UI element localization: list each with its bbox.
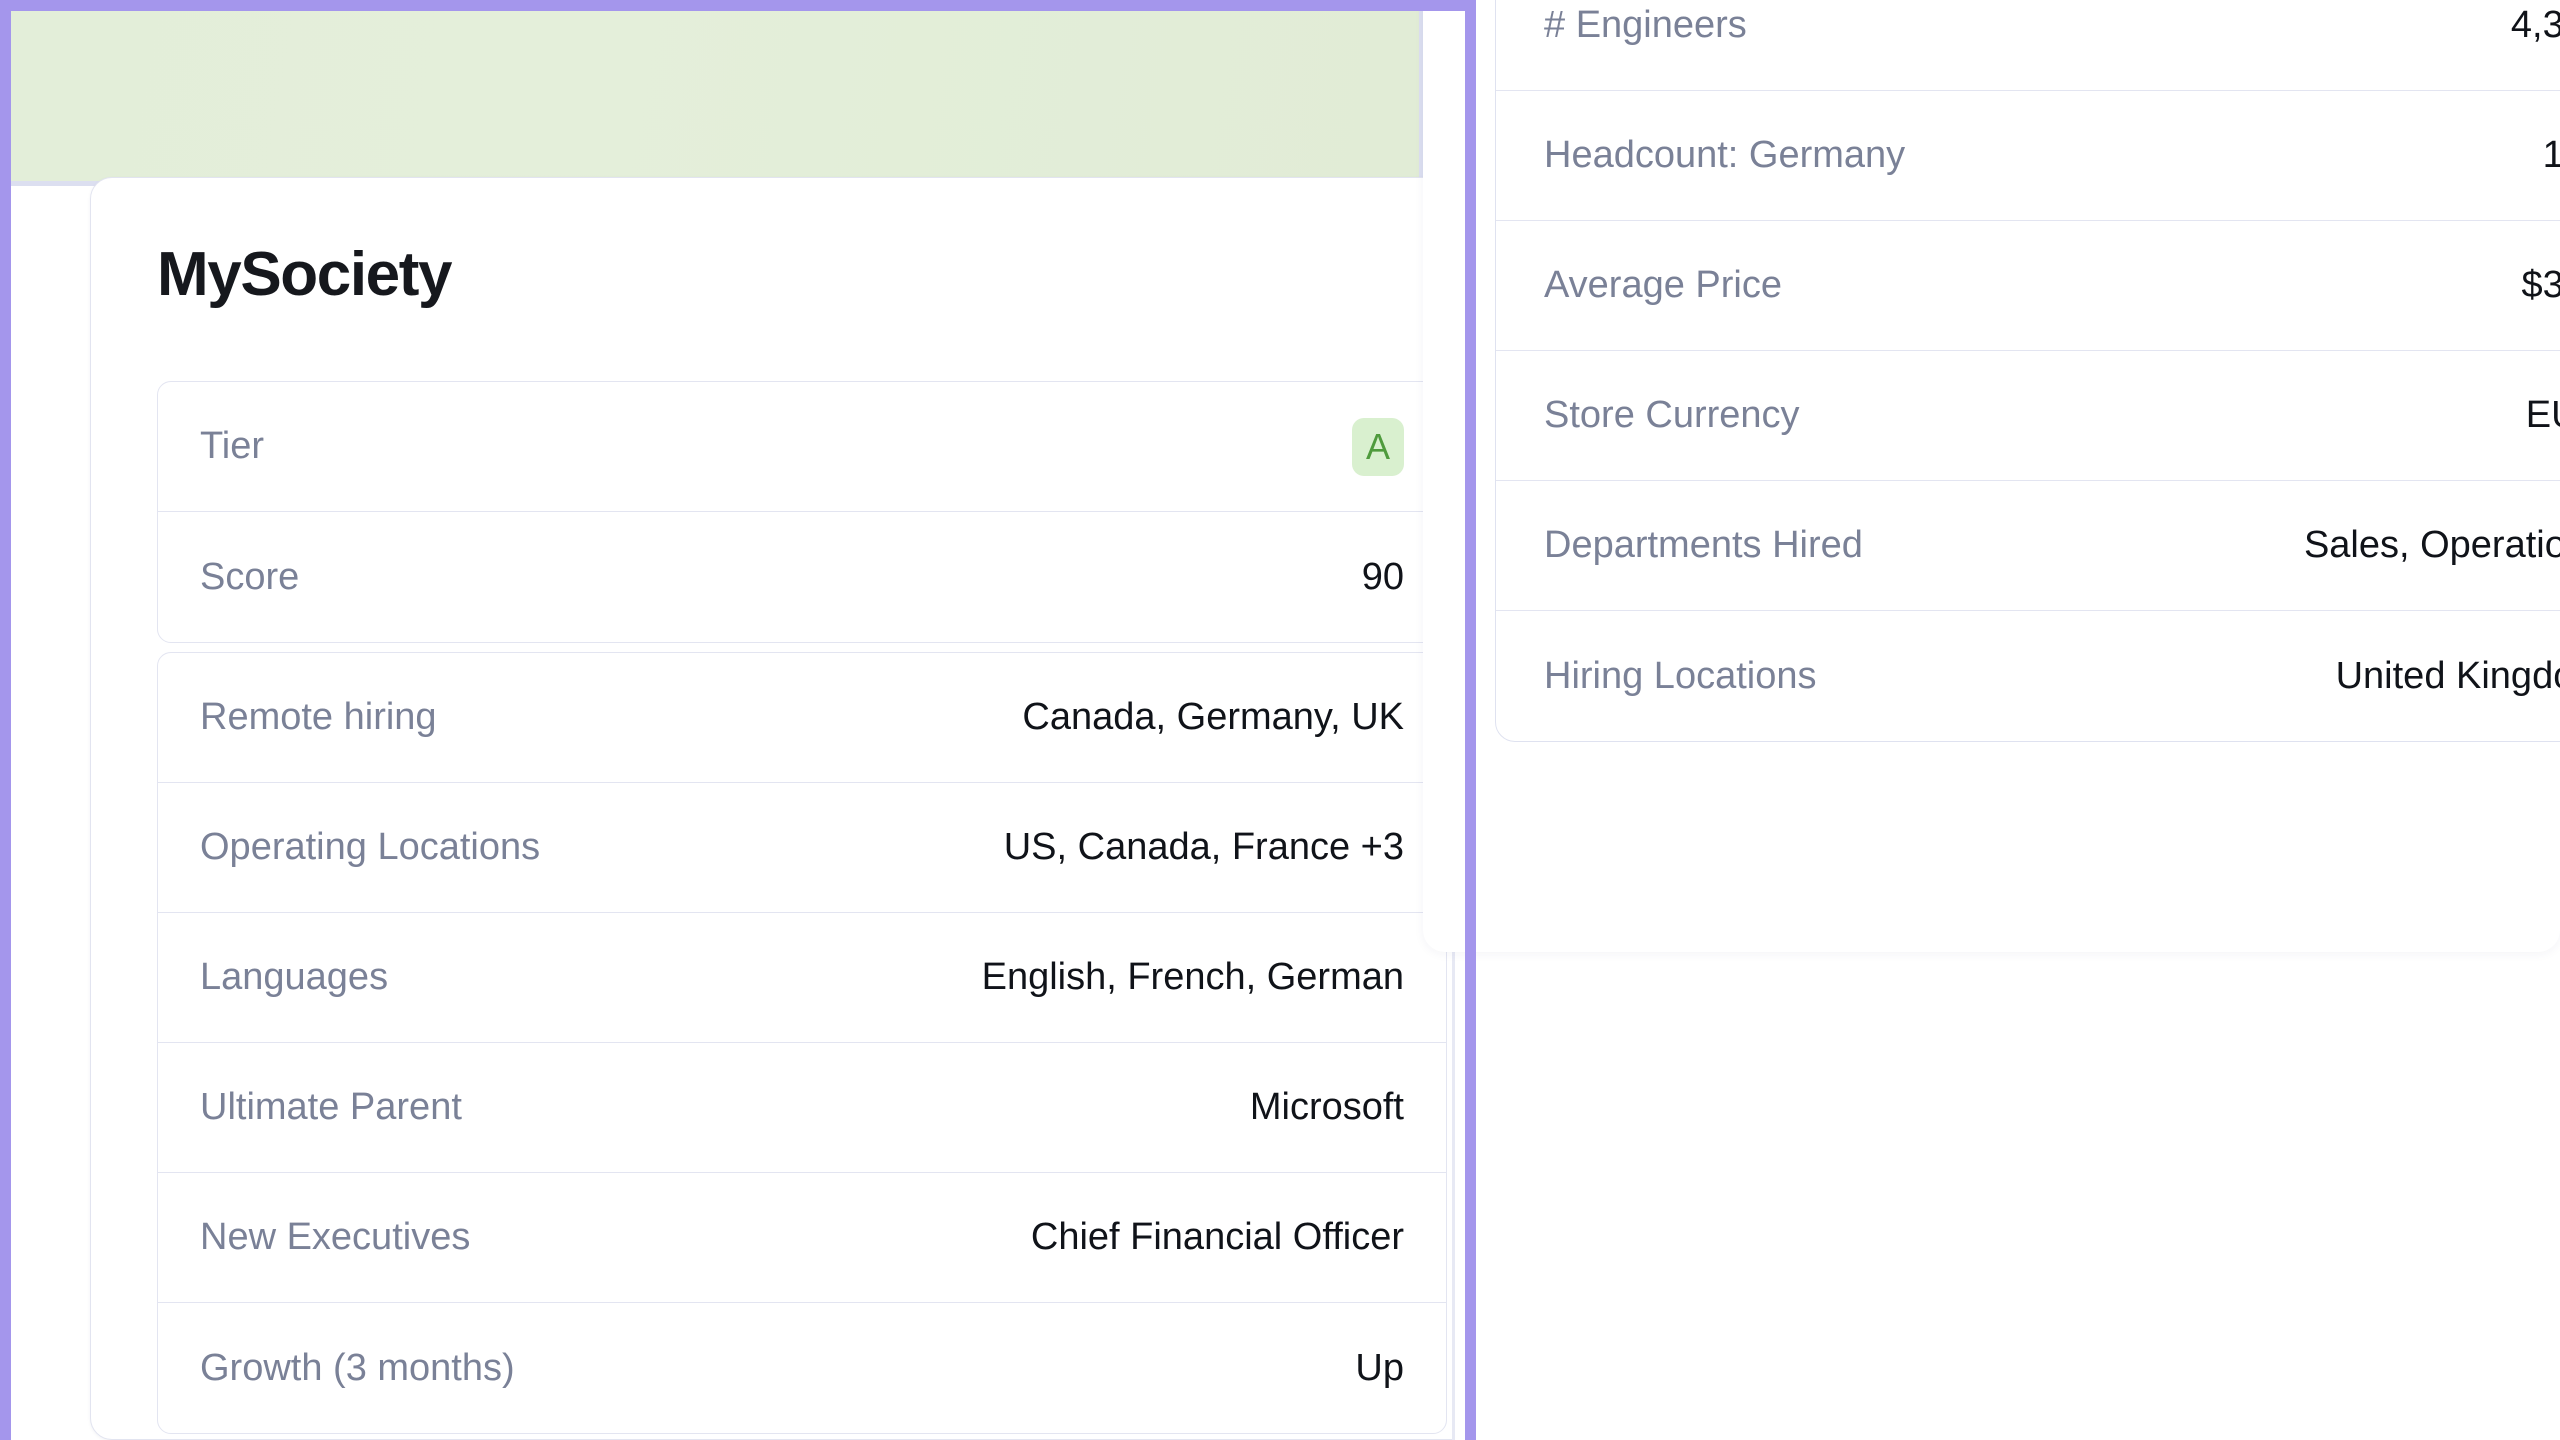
table-row[interactable]: Operating Locations US, Canada, France +… xyxy=(158,783,1446,913)
table-row[interactable]: Store Currency EUR xyxy=(1496,351,2560,481)
details-subcard: Remote hiring Canada, Germany, UK Operat… xyxy=(157,652,1447,1434)
row-label-score: Score xyxy=(200,555,300,598)
row-label-tier: Tier xyxy=(200,425,265,467)
row-value-remote-hiring: Canada, Germany, UK xyxy=(1022,696,1404,738)
table-row[interactable]: Average Price $354 xyxy=(1496,221,2560,351)
row-value-ultimate-parent: Microsoft xyxy=(1249,1086,1404,1128)
table-row[interactable]: Languages English, French, German xyxy=(158,913,1446,1043)
row-value-headcount-germany: 124 xyxy=(2543,134,2560,177)
row-label-store-currency: Store Currency xyxy=(1544,394,1800,436)
row-value-growth: Up xyxy=(1355,1346,1404,1389)
row-label-hiring-locations: Hiring Locations xyxy=(1544,654,1817,697)
window-frame-right xyxy=(1465,0,1476,1440)
table-row[interactable]: Score 90 xyxy=(158,512,1446,642)
lower-right-divider xyxy=(1452,952,1455,1440)
hero-banner xyxy=(11,11,1419,181)
row-value-hiring-locations: United Kingdom xyxy=(2335,654,2560,697)
row-label-new-executives: New Executives xyxy=(200,1216,471,1258)
row-label-growth: Growth (3 months) xyxy=(200,1346,515,1389)
row-label-remote-hiring: Remote hiring xyxy=(200,696,437,738)
row-label-ultimate-parent: Ultimate Parent xyxy=(200,1086,462,1128)
table-row[interactable]: Tier A xyxy=(158,382,1446,512)
row-label-operating-locations: Operating Locations xyxy=(200,826,541,868)
status-badge: A xyxy=(1351,417,1404,476)
page-title: MySociety xyxy=(157,240,452,309)
row-value-average-price: $354 xyxy=(2521,264,2560,306)
table-row[interactable]: # Engineers 4,352 xyxy=(1496,0,2560,91)
table-row[interactable]: Departments Hired Sales, Operations xyxy=(1496,481,2560,611)
row-label-headcount-germany: Headcount: Germany xyxy=(1544,134,1906,176)
row-value-new-executives: Chief Financial Officer xyxy=(1030,1216,1404,1258)
row-label-departments-hired: Departments Hired xyxy=(1544,524,1863,566)
score-subcard: Tier A Score 90 xyxy=(157,381,1447,643)
row-label-engineers: # Engineers xyxy=(1544,4,1747,46)
table-row[interactable]: New Executives Chief Financial Officer xyxy=(158,1173,1446,1303)
company-profile-card: MySociety Tier A Score 90 Remote hiring … xyxy=(90,177,1515,1440)
row-value-engineers: 4,352 xyxy=(2510,4,2560,46)
lower-right-panel xyxy=(1455,952,2560,1440)
row-label-average-price: Average Price xyxy=(1544,264,1782,306)
table-row[interactable]: Hiring Locations United Kingdom xyxy=(1496,611,2560,741)
row-value-departments-hired: Sales, Operations xyxy=(2303,524,2560,566)
row-value-languages: English, French, German xyxy=(981,956,1404,998)
table-row[interactable]: Growth (3 months) Up xyxy=(158,1303,1446,1433)
row-label-languages: Languages xyxy=(200,956,389,998)
table-row[interactable]: Remote hiring Canada, Germany, UK xyxy=(158,653,1446,783)
metrics-card: # Engineers 4,352 Headcount: Germany 124… xyxy=(1495,0,2560,742)
row-value-store-currency: EUR xyxy=(2525,394,2560,436)
window-frame-left xyxy=(0,0,11,1440)
table-row[interactable]: Headcount: Germany 124 xyxy=(1496,91,2560,221)
row-value-score: 90 xyxy=(1361,555,1404,598)
window-frame-top xyxy=(0,0,1476,11)
table-row[interactable]: Ultimate Parent Microsoft xyxy=(158,1043,1446,1173)
row-value-operating-locations: US, Canada, France +3 xyxy=(1003,826,1404,868)
